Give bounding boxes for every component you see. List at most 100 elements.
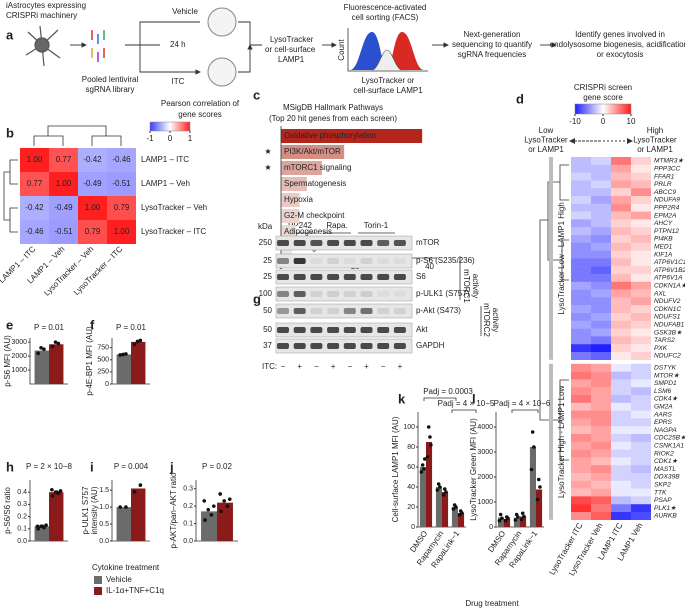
heatmap-cell xyxy=(571,379,591,388)
heatmap-cell xyxy=(571,203,591,212)
heatmap-cell xyxy=(591,235,611,243)
blot-band xyxy=(393,327,406,333)
gene-label: TTK xyxy=(654,489,667,496)
y-tick-label: 500 xyxy=(97,357,109,364)
colorbar-tick-label: -1 xyxy=(146,134,154,143)
heatmap-cell xyxy=(631,203,651,212)
row-label: LysoTracker – Veh xyxy=(141,203,207,212)
colorbar-title: gene score xyxy=(583,93,623,102)
arrow xyxy=(125,21,200,72)
heatmap-cell xyxy=(571,504,591,513)
blot-marker: 250 xyxy=(259,238,273,247)
heatmap-cell xyxy=(611,488,631,497)
data-point xyxy=(118,505,122,509)
gene-label: DSTYK xyxy=(654,364,677,371)
heatmap-cell xyxy=(571,441,591,450)
gene-label: NDUFV2 xyxy=(654,298,681,305)
data-point xyxy=(39,345,43,350)
diagram-text: 24 h xyxy=(170,40,186,49)
bar xyxy=(34,350,49,384)
heatmap-cell xyxy=(611,344,631,353)
annotation: P = 2 × 10−8 xyxy=(26,462,72,471)
y-axis-label: p-AKT/pan–AKT ratio xyxy=(169,472,178,548)
direction-label: or LAMP1 xyxy=(637,145,673,154)
heatmap-cell xyxy=(571,235,591,243)
heatmap-cell xyxy=(611,473,631,481)
diagram-text: Identify genes involved in xyxy=(575,30,665,39)
data-point xyxy=(422,467,426,471)
panel-label: g xyxy=(253,291,261,306)
heatmap-cell xyxy=(611,387,631,396)
direction-label: LysoTracker xyxy=(633,136,677,145)
gene-label: LSM6 xyxy=(654,388,672,395)
y-tick-label: 0.0 xyxy=(17,538,27,545)
blot-band xyxy=(327,291,340,297)
heatmap-cell xyxy=(571,480,591,489)
diagram-text: Fluorescence-activated xyxy=(344,3,427,12)
y-axis-label: intensity (AU) xyxy=(90,486,99,534)
heatmap-cell xyxy=(611,328,631,337)
data-point xyxy=(426,425,431,429)
y-axis-label: p-4E-BP1 MFI (AU) xyxy=(85,326,94,396)
group-bar xyxy=(549,157,553,360)
heatmap-cell xyxy=(571,242,591,251)
cell-label: 0.79 xyxy=(85,227,101,236)
heatmap-cell xyxy=(591,473,611,481)
blot-band xyxy=(277,274,289,280)
heatmap-cell xyxy=(611,157,631,165)
heatmap-cell xyxy=(631,434,651,442)
cell-label: -0.51 xyxy=(54,227,73,236)
blot-band xyxy=(327,308,340,314)
gene-label: NDUFS1 xyxy=(654,314,681,321)
bar xyxy=(513,517,520,527)
row-label: LysoTracker – ITC xyxy=(141,227,206,236)
blot-band xyxy=(327,240,340,246)
cell-label: -0.42 xyxy=(83,155,102,164)
heatmap-cell xyxy=(49,220,78,244)
gene-label: PXK xyxy=(654,345,668,352)
heatmap-cell xyxy=(611,512,631,520)
bar xyxy=(281,129,423,143)
data-point xyxy=(55,490,59,495)
activity-label: mTORC2 xyxy=(482,303,491,337)
diagram-text: CRISPRi machinery xyxy=(6,11,77,20)
data-point xyxy=(513,518,518,522)
heatmap-cell xyxy=(611,465,631,474)
data-point xyxy=(451,507,456,511)
heatmap-cell xyxy=(631,426,651,435)
blot-row-label: p-S6 (S235/236) xyxy=(416,256,475,265)
heatmap-cell xyxy=(591,336,611,345)
blot-band xyxy=(343,308,356,314)
category-label: PI3K/Akt/mTOR xyxy=(284,147,341,156)
gene-label: NDUFA9 xyxy=(654,197,680,204)
y-tick-label: 0.3 xyxy=(17,501,27,508)
bar xyxy=(497,517,504,527)
heatmap-cell xyxy=(631,258,651,267)
heatmap-cell xyxy=(611,274,631,282)
blot-band xyxy=(327,343,340,349)
gene-label: PRLR xyxy=(654,181,672,188)
data-point xyxy=(442,487,447,491)
blot-band xyxy=(277,327,289,333)
group-label: LysoTracker High - LAMP1 Low xyxy=(557,385,566,498)
blot-band xyxy=(360,258,373,264)
heatmap-cell xyxy=(611,363,631,372)
blot-band xyxy=(343,327,356,333)
marker: ★ xyxy=(264,147,271,156)
diagram-text: or exocytosis xyxy=(597,50,644,59)
blot-band xyxy=(293,258,306,264)
blot-band xyxy=(393,258,406,264)
bar xyxy=(49,344,64,384)
heatmap-cell xyxy=(631,387,651,396)
blot-band xyxy=(310,343,323,349)
row-label: LAMP1 – ITC xyxy=(141,155,189,164)
blot-band xyxy=(293,308,306,314)
bar xyxy=(536,489,543,527)
heatmap-cell xyxy=(631,289,651,298)
heatmap-cell xyxy=(591,157,611,165)
gene-label: CDKN1A★ xyxy=(654,282,685,289)
data-point xyxy=(132,490,137,494)
heatmap-cell xyxy=(611,480,631,489)
heatmap-cell xyxy=(591,504,611,513)
heatmap-cell xyxy=(20,172,49,196)
